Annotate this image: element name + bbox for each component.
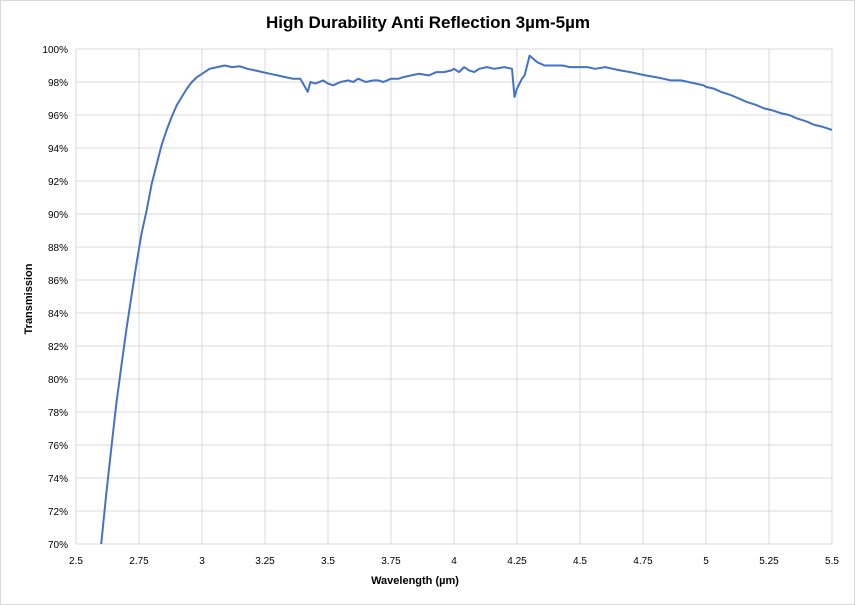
transmission-line: [100, 54, 833, 545]
x-tick-label: 5.5: [825, 556, 839, 567]
x-tick-label: 3.5: [321, 556, 335, 567]
chart-title: High Durability Anti Reflection 3µm-5µm: [266, 13, 590, 32]
x-tick-labels: 2.5 2.75 3 3.25 3.5 3.75 4 4.25 4.5 4.75 5 5.25 5.5: [69, 556, 839, 567]
y-tick-label: 80%: [48, 375, 68, 386]
y-tick-label: 100%: [42, 45, 68, 56]
series-layer: [100, 54, 833, 545]
y-tick-label: 84%: [48, 309, 68, 320]
y-tick-label: 90%: [48, 210, 68, 221]
x-tick-label: 4.75: [633, 556, 653, 567]
x-tick-label: 3: [199, 556, 205, 567]
x-tick-label: 5: [703, 556, 709, 567]
y-tick-label: 92%: [48, 177, 68, 188]
y-tick-label: 82%: [48, 342, 68, 353]
x-tick-label: 3.25: [255, 556, 275, 567]
x-tick-label: 2.75: [129, 556, 149, 567]
y-tick-label: 88%: [48, 243, 68, 254]
y-tick-label: 78%: [48, 408, 68, 419]
y-axis-label: Transmission: [23, 263, 35, 334]
y-tick-label: 86%: [48, 276, 68, 287]
y-tick-label: 72%: [48, 507, 68, 518]
x-tick-label: 2.5: [69, 556, 83, 567]
y-tick-label: 98%: [48, 78, 68, 89]
y-tick-label: 94%: [48, 144, 68, 155]
x-tick-label: 3.75: [381, 556, 401, 567]
grid: [75, 48, 833, 545]
y-tick-label: 76%: [48, 441, 68, 452]
x-tick-label: 5.25: [759, 556, 779, 567]
x-tick-label: 4.5: [573, 556, 587, 567]
x-tick-label: 4: [451, 556, 457, 567]
y-tick-label: 70%: [48, 540, 68, 551]
y-tick-labels: 70% 72% 74% 76% 78% 80% 82% 84% 86% 88% 90% 92% 94% 9…: [42, 45, 68, 551]
y-tick-label: 74%: [48, 474, 68, 485]
y-tick-label: 96%: [48, 111, 68, 122]
x-tick-label: 4.25: [507, 556, 527, 567]
x-axis-label: Wavelength (µm): [371, 575, 459, 587]
